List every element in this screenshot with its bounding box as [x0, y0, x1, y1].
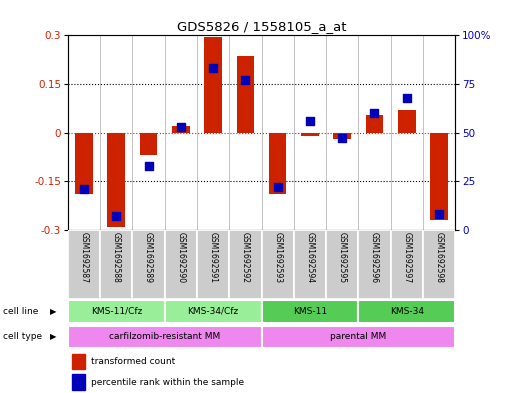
- Text: KMS-34/Cfz: KMS-34/Cfz: [188, 307, 238, 316]
- Text: parental MM: parental MM: [330, 332, 386, 342]
- Text: KMS-11: KMS-11: [293, 307, 327, 316]
- Bar: [108, 132, 125, 227]
- Text: ▶: ▶: [50, 332, 56, 342]
- Bar: [366, 115, 383, 132]
- FancyBboxPatch shape: [262, 325, 455, 349]
- FancyBboxPatch shape: [423, 230, 455, 299]
- Bar: [72, 375, 85, 389]
- Bar: [333, 132, 351, 139]
- Text: GSM1692589: GSM1692589: [144, 232, 153, 283]
- Bar: [269, 132, 287, 194]
- FancyBboxPatch shape: [294, 230, 326, 299]
- Text: GSM1692590: GSM1692590: [176, 232, 185, 283]
- FancyBboxPatch shape: [197, 230, 229, 299]
- Text: cell type: cell type: [3, 332, 42, 342]
- Point: [274, 184, 282, 190]
- Bar: [301, 132, 319, 136]
- Text: transformed count: transformed count: [91, 357, 175, 366]
- FancyBboxPatch shape: [132, 230, 165, 299]
- FancyBboxPatch shape: [165, 300, 262, 323]
- Bar: [204, 37, 222, 132]
- Text: GSM1692596: GSM1692596: [370, 232, 379, 283]
- Bar: [75, 132, 93, 194]
- Text: GSM1692593: GSM1692593: [273, 232, 282, 283]
- Text: GSM1692594: GSM1692594: [305, 232, 314, 283]
- Text: GSM1692598: GSM1692598: [435, 232, 444, 283]
- Text: GSM1692597: GSM1692597: [402, 232, 411, 283]
- Point: [241, 77, 249, 83]
- FancyBboxPatch shape: [391, 230, 423, 299]
- Text: KMS-11/Cfz: KMS-11/Cfz: [90, 307, 142, 316]
- Point: [305, 118, 314, 124]
- Point: [177, 124, 185, 130]
- Bar: [430, 132, 448, 220]
- Text: GSM1692595: GSM1692595: [338, 232, 347, 283]
- Point: [80, 186, 88, 192]
- Text: carfilzomib-resistant MM: carfilzomib-resistant MM: [109, 332, 220, 342]
- Bar: [236, 57, 254, 132]
- FancyBboxPatch shape: [68, 230, 100, 299]
- FancyBboxPatch shape: [262, 300, 358, 323]
- Bar: [398, 110, 415, 132]
- FancyBboxPatch shape: [229, 230, 262, 299]
- Text: GSM1692591: GSM1692591: [209, 232, 218, 283]
- Text: percentile rank within the sample: percentile rank within the sample: [91, 378, 244, 387]
- Point: [370, 110, 379, 116]
- FancyBboxPatch shape: [165, 230, 197, 299]
- Point: [338, 135, 346, 141]
- Point: [435, 211, 443, 217]
- Text: ▶: ▶: [50, 307, 56, 316]
- Point: [403, 94, 411, 101]
- Text: GSM1692587: GSM1692587: [79, 232, 88, 283]
- FancyBboxPatch shape: [262, 230, 294, 299]
- FancyBboxPatch shape: [100, 230, 132, 299]
- Title: GDS5826 / 1558105_a_at: GDS5826 / 1558105_a_at: [177, 20, 346, 33]
- FancyBboxPatch shape: [358, 300, 455, 323]
- Text: GSM1692592: GSM1692592: [241, 232, 250, 283]
- Point: [144, 163, 153, 169]
- Bar: [140, 132, 157, 155]
- Text: KMS-34: KMS-34: [390, 307, 424, 316]
- FancyBboxPatch shape: [326, 230, 358, 299]
- Point: [112, 213, 120, 219]
- Point: [209, 65, 218, 72]
- Text: GSM1692588: GSM1692588: [112, 232, 121, 283]
- FancyBboxPatch shape: [68, 325, 262, 349]
- FancyBboxPatch shape: [358, 230, 391, 299]
- Bar: [72, 354, 85, 369]
- Text: cell line: cell line: [3, 307, 38, 316]
- Bar: [172, 126, 190, 132]
- FancyBboxPatch shape: [68, 300, 165, 323]
